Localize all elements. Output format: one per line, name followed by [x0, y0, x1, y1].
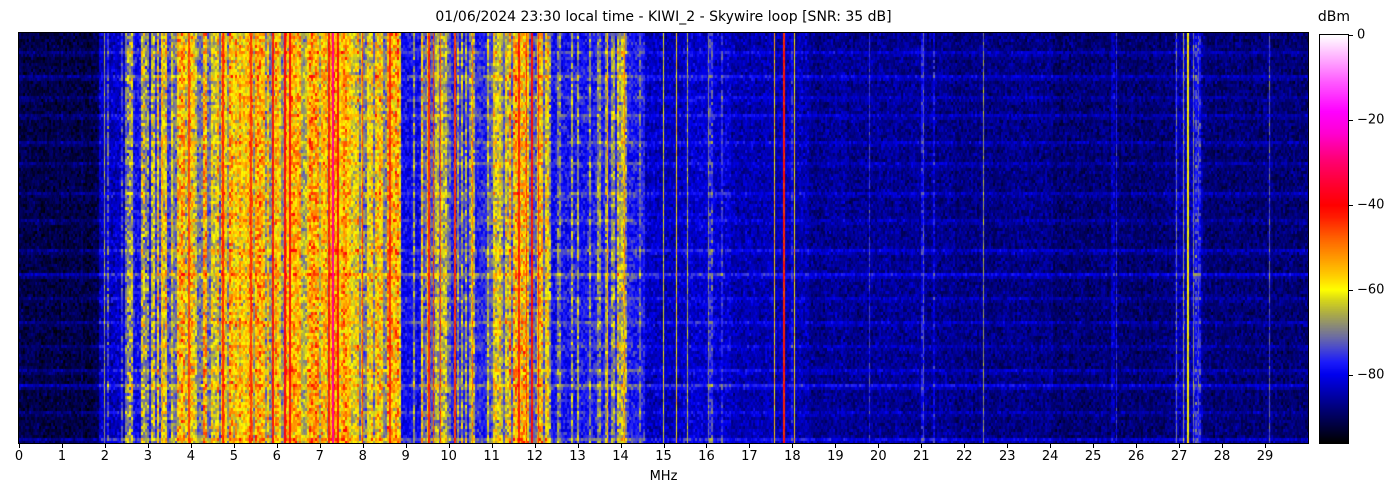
colorbar-tick-label: −80 [1357, 367, 1385, 383]
x-tick-mark [491, 444, 493, 448]
x-tick-label: 20 [870, 449, 887, 464]
x-tick-label: 5 [229, 449, 238, 464]
x-tick-mark [534, 444, 536, 448]
colorbar-tick-mark [1349, 375, 1353, 376]
x-tick-mark [147, 444, 149, 448]
x-tick-label: 13 [569, 449, 586, 464]
x-tick-label: 14 [612, 449, 629, 464]
colorbar-tick-label: −40 [1357, 197, 1385, 213]
x-tick-mark [1093, 444, 1095, 448]
x-tick-mark [792, 444, 794, 448]
x-tick-label: 28 [1213, 449, 1231, 464]
x-tick-label: 8 [358, 449, 367, 464]
x-tick-label: 10 [440, 449, 457, 464]
x-tick-label: 9 [401, 449, 410, 464]
x-tick-mark [706, 444, 708, 448]
x-tick-label: 3 [143, 449, 153, 464]
x-tick-mark [620, 444, 622, 448]
x-tick-label: 18 [784, 449, 801, 464]
colorbar-tick-label: 0 [1357, 27, 1366, 43]
x-tick-mark [749, 444, 751, 448]
x-tick-mark [835, 444, 837, 448]
x-tick-mark [233, 444, 235, 448]
x-tick-label: 17 [741, 449, 758, 464]
x-tick-mark [405, 444, 407, 448]
colorbar-unit-label: dBm [1317, 9, 1351, 25]
x-tick-label: 21 [913, 449, 930, 464]
colorbar-tick-mark [1349, 205, 1353, 206]
x-tick-mark [663, 444, 665, 448]
chart-title: 01/06/2024 23:30 local time - KIWI_2 - S… [435, 9, 892, 25]
x-tick-label: 29 [1256, 449, 1274, 464]
x-tick-label: 25 [1084, 449, 1102, 464]
x-tick-mark [878, 444, 880, 448]
x-tick-label: 16 [698, 449, 715, 464]
x-tick-label: 26 [1127, 449, 1145, 464]
x-tick-mark [61, 444, 63, 448]
x-tick-label: 24 [1041, 449, 1059, 464]
x-tick-mark [1007, 444, 1009, 448]
x-tick-label: 15 [655, 449, 672, 464]
colorbar-tick-label: −60 [1357, 282, 1385, 298]
x-tick-mark [1136, 444, 1138, 448]
colorbar-tick-label: −20 [1357, 112, 1385, 128]
x-axis-label: MHz [649, 469, 678, 484]
x-tick-label: 7 [315, 449, 324, 464]
x-tick-label: 12 [526, 449, 543, 464]
x-tick-label: 0 [14, 449, 24, 464]
x-tick-mark [1179, 444, 1181, 448]
x-tick-mark [1050, 444, 1052, 448]
x-tick-mark [276, 444, 278, 448]
waterfall-spectrogram-image [19, 33, 1308, 443]
x-tick-mark [1222, 444, 1224, 448]
colorbar-tick-mark [1349, 290, 1353, 291]
x-tick-mark [921, 444, 923, 448]
x-tick-mark [319, 444, 321, 448]
x-tick-mark [362, 444, 364, 448]
x-tick-label: 11 [483, 449, 500, 464]
x-tick-label: 19 [827, 449, 844, 464]
x-tick-label: 2 [100, 449, 110, 464]
x-tick-mark [190, 444, 192, 448]
colorbar-gradient [1320, 35, 1348, 443]
x-tick-mark [1265, 444, 1267, 448]
x-tick-label: 22 [955, 449, 973, 464]
colorbar-tick-mark [1349, 35, 1353, 36]
x-tick-label: 23 [998, 449, 1016, 464]
x-tick-label: 1 [57, 449, 67, 464]
x-tick-mark [19, 444, 20, 448]
x-tick-mark [577, 444, 579, 448]
x-tick-label: 27 [1170, 449, 1188, 464]
colorbar-tick-mark [1349, 120, 1353, 121]
x-tick-label: 6 [272, 449, 281, 464]
x-tick-label: 4 [186, 449, 195, 464]
x-tick-mark [448, 444, 450, 448]
x-tick-mark [104, 444, 106, 448]
x-tick-mark [964, 444, 966, 448]
